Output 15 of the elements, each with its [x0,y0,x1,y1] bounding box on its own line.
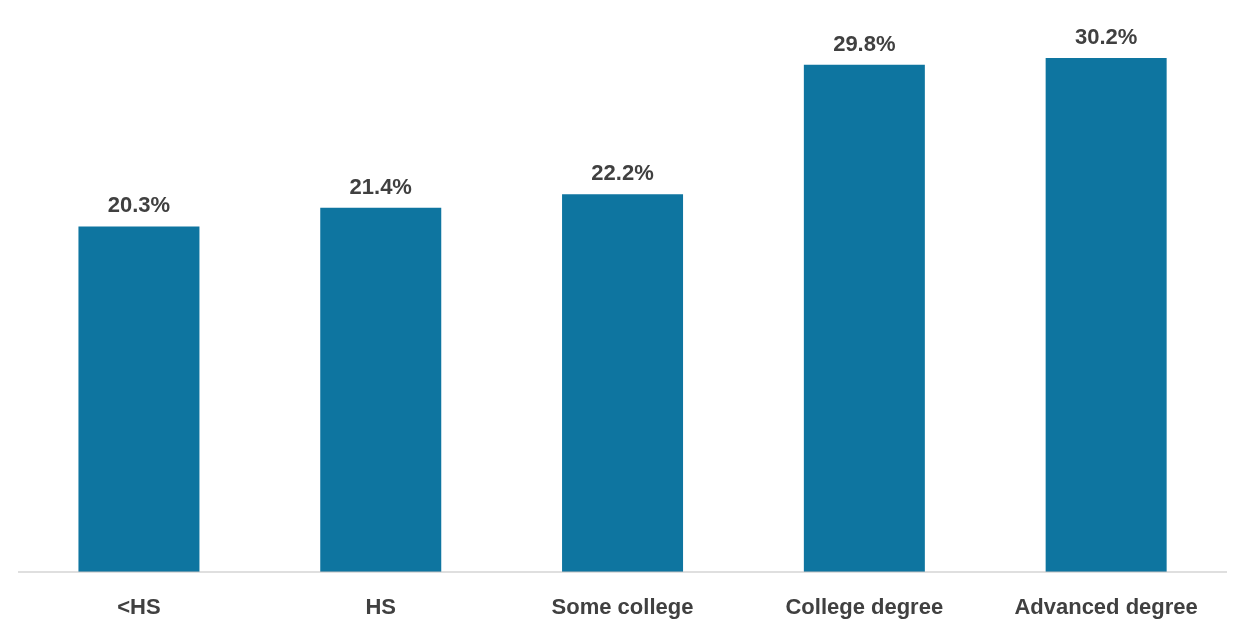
x-tick-label: Some college [551,593,694,619]
bar [320,207,442,572]
bar [562,194,684,572]
x-tick-label: Advanced degree [1014,593,1198,619]
bar [1045,58,1167,572]
x-tick-label: HS [365,593,396,619]
x-tick-label: College degree [785,593,944,619]
x-tick-label: <HS [117,593,161,619]
data-label: 29.8% [833,30,896,56]
data-label: 30.2% [1074,24,1138,49]
data-label: 20.3% [107,192,171,218]
data-label: 21.4% [349,173,412,199]
bar [78,226,200,572]
bar [803,64,925,572]
data-label: 22.2% [591,160,654,186]
